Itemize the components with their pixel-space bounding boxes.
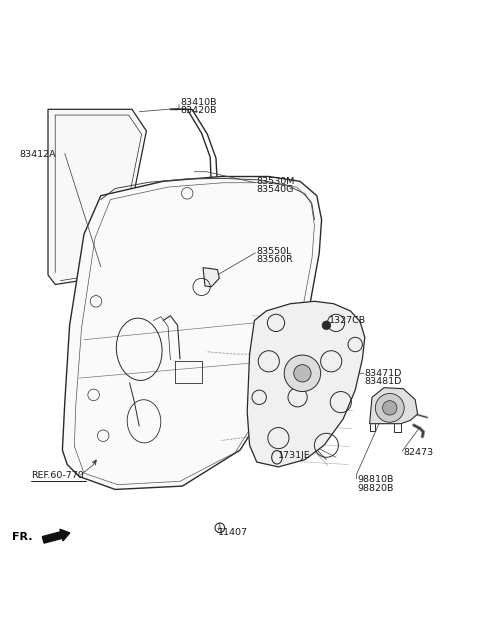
Polygon shape <box>48 110 146 285</box>
Circle shape <box>375 394 404 422</box>
Circle shape <box>294 365 311 382</box>
Text: FR.: FR. <box>12 533 33 542</box>
Text: REF.60-770: REF.60-770 <box>31 470 84 479</box>
Polygon shape <box>62 176 322 490</box>
Text: 98820B: 98820B <box>358 483 394 492</box>
Text: 83410B: 83410B <box>180 97 216 106</box>
Circle shape <box>322 321 331 329</box>
Text: 11407: 11407 <box>218 528 249 537</box>
Text: 98810B: 98810B <box>358 476 394 485</box>
FancyArrow shape <box>42 529 70 543</box>
Text: 1327CB: 1327CB <box>329 316 366 325</box>
Text: 83420B: 83420B <box>180 106 216 115</box>
Text: 83471D: 83471D <box>365 369 402 378</box>
Polygon shape <box>370 388 418 424</box>
Text: 83530M: 83530M <box>257 177 295 186</box>
Text: 83550L: 83550L <box>257 247 292 256</box>
Polygon shape <box>247 301 365 467</box>
Text: 83481D: 83481D <box>365 377 402 386</box>
Circle shape <box>383 401 397 415</box>
Text: 83540G: 83540G <box>257 185 294 194</box>
Text: 1731JE: 1731JE <box>278 451 311 460</box>
Text: 82473: 82473 <box>403 448 433 457</box>
Circle shape <box>284 355 321 392</box>
Text: 83412A: 83412A <box>19 151 56 160</box>
Text: 83560R: 83560R <box>257 255 294 264</box>
Polygon shape <box>203 268 219 287</box>
